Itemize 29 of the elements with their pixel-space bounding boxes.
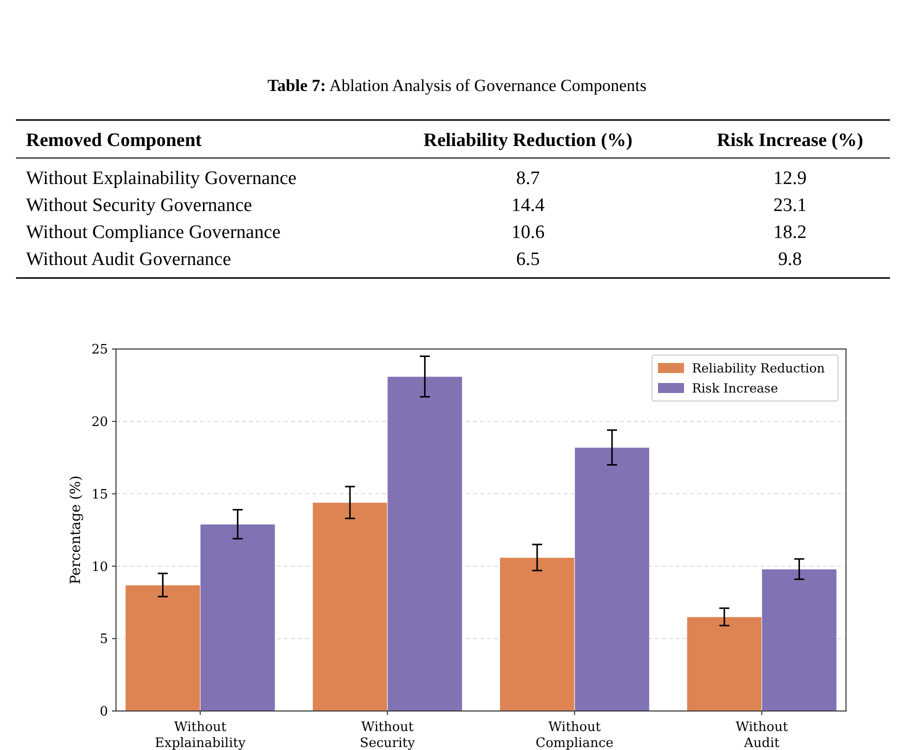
y-tick-label: 25 <box>91 342 108 358</box>
legend-label: Reliability Reduction <box>692 360 825 376</box>
category-label: Without Audit Governance <box>26 249 232 270</box>
data-label: 8.7 <box>516 168 540 189</box>
y-tick-label: 5 <box>100 632 108 648</box>
y-axis-title: Percentage (%) <box>68 476 84 584</box>
category-label: Without Security Governance <box>26 195 252 216</box>
data-label: 23.1 <box>773 195 807 216</box>
text: Risk Increase (%) <box>716 130 864 151</box>
y-tick-label: 20 <box>91 414 108 430</box>
y-tick-label: 10 <box>91 560 108 575</box>
text: Removed Component <box>26 130 202 151</box>
y-tick-label: 15 <box>91 487 108 502</box>
x-tick-label: Without Compliance <box>536 720 614 750</box>
x-tick-label: Without Explainability <box>154 720 246 750</box>
data-label: 10.6 <box>511 222 545 243</box>
category-label: Without Compliance Governance <box>26 222 281 243</box>
data-label: 9.8 <box>778 249 802 270</box>
x-tick-label: Without Security <box>360 720 416 750</box>
category-label: Without Explainability Governance <box>26 168 296 189</box>
data-label: 18.2 <box>773 222 807 243</box>
text: Table 7: Ablation Analysis of Governance Components <box>267 76 647 95</box>
data-label: 6.5 <box>516 249 540 270</box>
x-tick-label: Without Audit <box>736 720 789 750</box>
data-label: 12.9 <box>773 168 807 189</box>
legend-label: Risk Increase <box>692 380 778 396</box>
data-label: 14.4 <box>511 195 546 216</box>
text: Reliability Reduction (%) <box>424 130 632 151</box>
y-tick-label: 0 <box>100 704 108 720</box>
